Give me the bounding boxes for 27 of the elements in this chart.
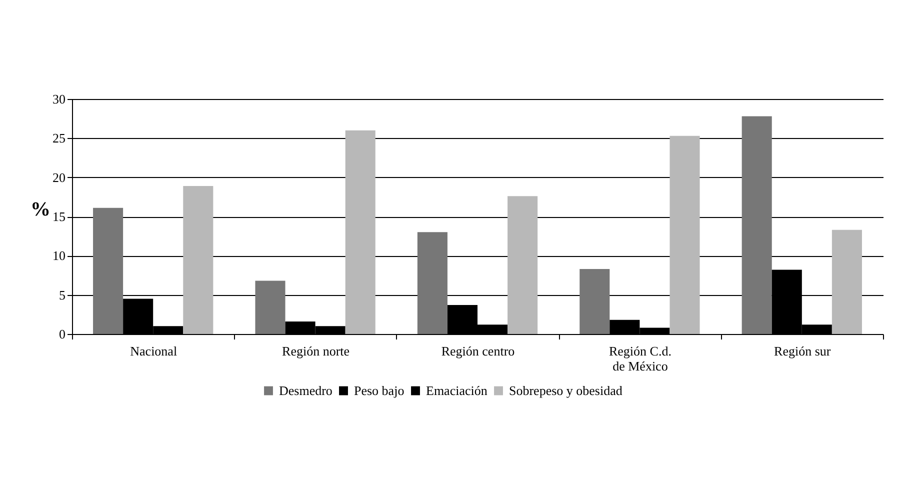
x-tick-label: Región sur [774, 344, 832, 358]
y-tick-label: 30 [52, 92, 66, 106]
legend-label: Desmedro [279, 382, 332, 398]
bar [508, 196, 538, 334]
bar [183, 186, 214, 334]
bar [255, 280, 286, 334]
bar [93, 208, 124, 334]
legend-label: Emaciación [426, 382, 488, 398]
bar [345, 130, 376, 334]
y-tick-label: 25 [52, 130, 66, 146]
x-tick-label: Región centro [441, 344, 515, 358]
y-tick-label: 20 [52, 170, 66, 185]
bar [417, 232, 448, 334]
bar [832, 230, 862, 334]
y-tick-label: 0 [59, 326, 66, 342]
legend-label: Peso bajo [354, 382, 404, 398]
y-tick-label: 5 [59, 287, 66, 302]
x-tick-label: Nacional [130, 344, 178, 358]
legend-label: Sobrepeso y obesidad [509, 382, 623, 398]
x-tick-label: Región C.d. de México [608, 344, 672, 374]
bar [580, 268, 610, 334]
bar [670, 136, 700, 334]
y-tick-label: 10 [52, 248, 66, 264]
y-tick-label: 15 [52, 209, 66, 224]
x-tick-label: Región norte [282, 344, 350, 358]
bar [742, 116, 772, 334]
y-axis-title: % [30, 198, 50, 220]
